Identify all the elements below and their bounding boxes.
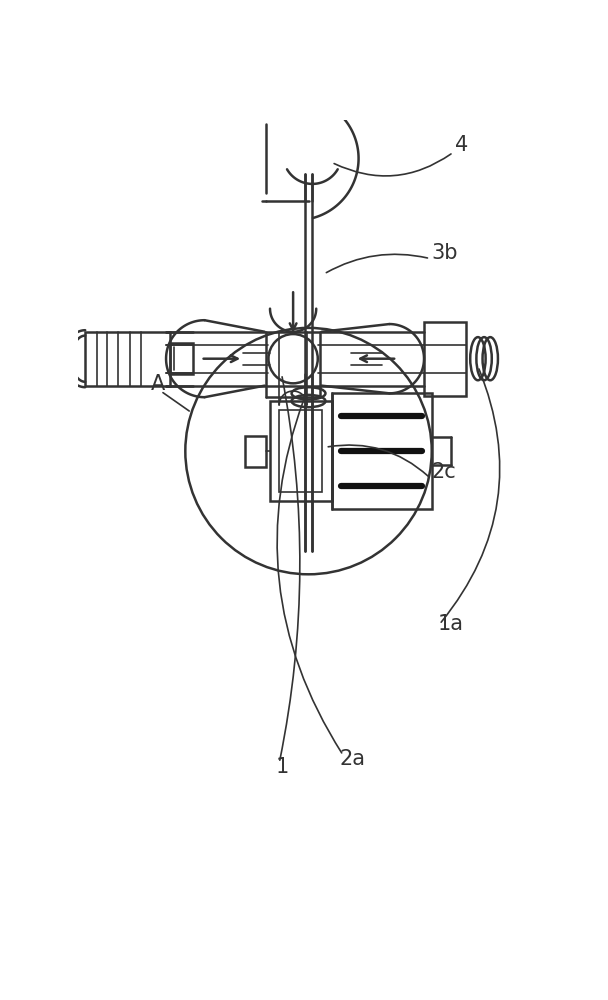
Text: 2a: 2a	[339, 749, 365, 769]
Text: 1: 1	[276, 757, 289, 777]
Bar	[331, 393, 432, 509]
Text: A: A	[151, 373, 165, 393]
Bar	[170, 343, 193, 374]
Bar	[424, 322, 466, 396]
Text: 4: 4	[455, 135, 468, 155]
Bar	[279, 410, 322, 492]
Text: 3b: 3b	[432, 243, 458, 263]
Bar	[270, 401, 331, 501]
Bar	[244, 436, 266, 466]
Text: 1a: 1a	[438, 614, 464, 634]
Text: 2c: 2c	[432, 462, 457, 482]
Bar	[85, 332, 170, 386]
